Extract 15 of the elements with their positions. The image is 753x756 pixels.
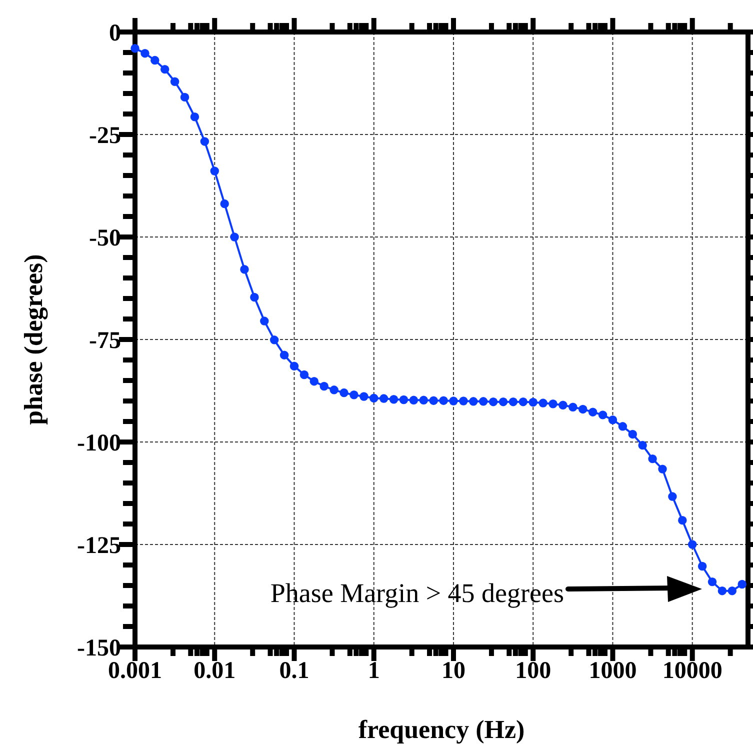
x-tick-label: 0.01 [194,658,236,684]
annotation: Phase Margin > 45 degrees [270,578,564,608]
x-tick-label: 10000 [662,658,722,684]
y-tick-label: -125 [77,532,121,559]
x-tick-label: 1000 [588,658,637,684]
y-axis-title: phase (degrees) [19,254,48,425]
y-tick-label: -50 [89,225,121,252]
y-tick-label: -75 [89,328,121,354]
y-tick-label: -100 [77,430,121,456]
x-tick-label: 100 [515,658,552,684]
y-tick-label: -25 [89,122,121,149]
x-tick-label: 1 [368,658,380,684]
x-tick-label: 0.1 [279,658,310,684]
x-tick-label: 10 [441,658,466,684]
x-axis-title: frequency (Hz) [358,715,525,744]
